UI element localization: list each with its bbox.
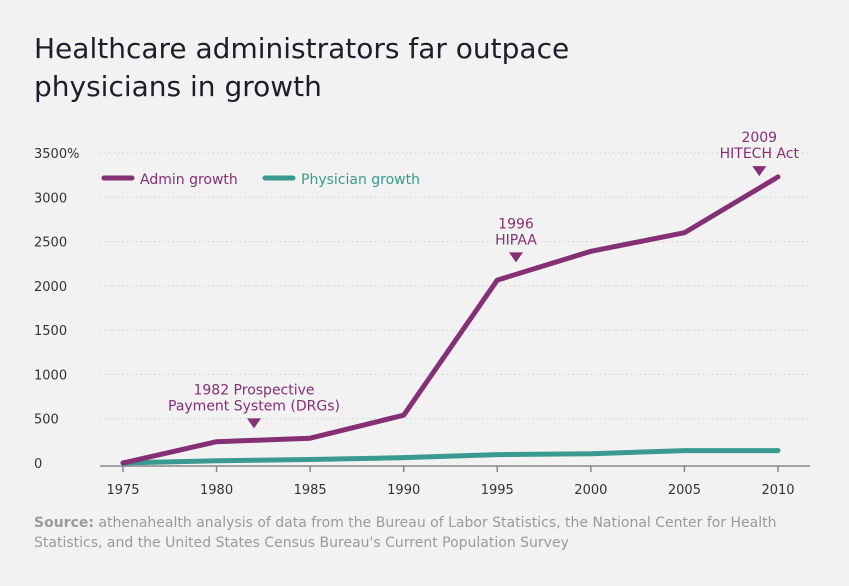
- y-tick-label: 3500%: [34, 147, 79, 162]
- chart-title: Healthcare administrators far outpace ph…: [34, 32, 570, 103]
- series-line-admin-growth: [120, 174, 781, 466]
- y-tick-label: 1000: [34, 368, 67, 383]
- y-tick-label: 3000: [34, 191, 67, 206]
- y-tick-label: 0: [34, 457, 42, 472]
- annotation-label: 1996: [498, 216, 534, 232]
- x-tick-label: 2000: [574, 483, 607, 498]
- x-tick-label: 1975: [106, 483, 139, 498]
- annotation-label: HIPAA: [495, 232, 537, 248]
- annotation-label: 1982 Prospective: [193, 382, 314, 398]
- source-text: athenahealth analysis of data from the B…: [34, 515, 777, 551]
- x-tick-label: 1990: [387, 483, 420, 498]
- x-tick-label: 1985: [294, 483, 327, 498]
- x-tick-label: 2005: [668, 483, 701, 498]
- source-note: Source: athenahealth analysis of data fr…: [34, 513, 794, 553]
- legend-label: Admin growth: [140, 172, 238, 188]
- y-tick-label: 2000: [34, 280, 67, 295]
- x-tick-label: 1980: [200, 483, 233, 498]
- annotation-label: 2009: [741, 130, 777, 146]
- legend-label: Physician growth: [301, 172, 420, 188]
- annotation-label: Payment System (DRGs): [168, 398, 340, 414]
- annotation-arrow-icon: [752, 166, 767, 177]
- annotation-label: HITECH Act: [720, 146, 800, 162]
- x-tick-label: 1995: [481, 483, 514, 498]
- x-tick-label: 2010: [761, 483, 794, 498]
- source-label: Source:: [34, 515, 94, 531]
- y-tick-label: 500: [34, 413, 59, 428]
- y-tick-label: 1500: [34, 324, 67, 339]
- annotation-arrow-icon: [247, 418, 261, 429]
- series-line-physician-growth: [120, 448, 781, 466]
- annotation-arrow-icon: [509, 252, 523, 263]
- y-tick-label: 2500: [34, 236, 67, 251]
